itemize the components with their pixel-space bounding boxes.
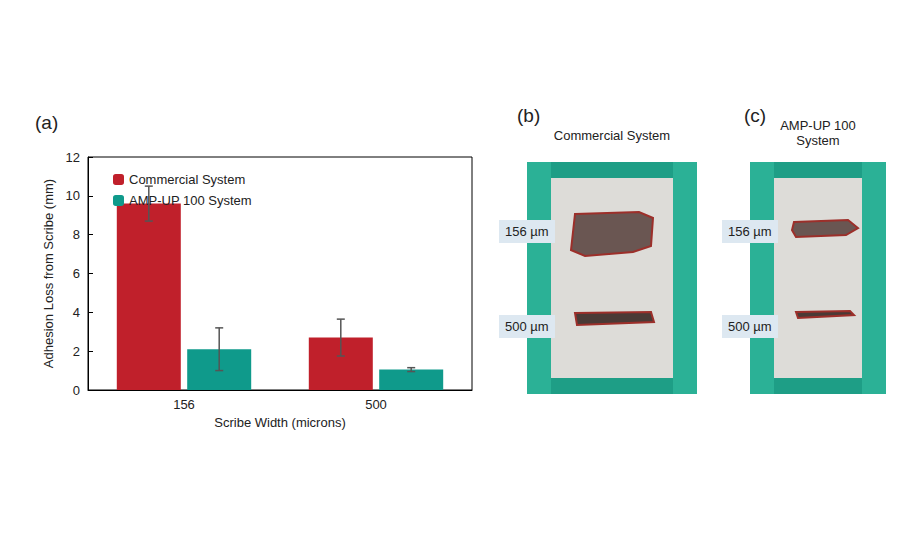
svg-text:0: 0 (73, 383, 80, 398)
html-text:AMP-UP 100 System: AMP-UP 100 System (780, 118, 856, 148)
svg-text:500: 500 (365, 397, 387, 412)
svg-text:(a): (a) (35, 112, 58, 133)
html-text:(b): (b) (517, 105, 541, 126)
html-text:(c): (c) (744, 105, 767, 126)
html-text:500 µm: 500 µm (728, 319, 772, 334)
html-text:156 µm: 156 µm (505, 224, 549, 239)
html-text:156 µm: 156 µm (728, 224, 772, 239)
svg-text:10: 10 (66, 188, 80, 203)
html-text:Commercial System: Commercial System (553, 128, 671, 143)
svg-text:8: 8 (73, 227, 80, 242)
svg-text:12: 12 (66, 150, 80, 165)
svg-text:Commercial System: Commercial System (129, 172, 245, 187)
svg-text:156: 156 (173, 397, 195, 412)
svg-text:2: 2 (73, 344, 80, 359)
svg-text:AMP-UP 100 System: AMP-UP 100 System (129, 193, 252, 208)
svg-text:6: 6 (73, 266, 80, 281)
svg-text:Adhesion Loss from Scribe (mm): Adhesion Loss from Scribe (mm) (41, 179, 56, 368)
svg-text:4: 4 (73, 305, 80, 320)
svg-text:Scribe Width (microns): Scribe Width (microns) (214, 415, 345, 430)
html-text:500 µm: 500 µm (505, 319, 549, 334)
